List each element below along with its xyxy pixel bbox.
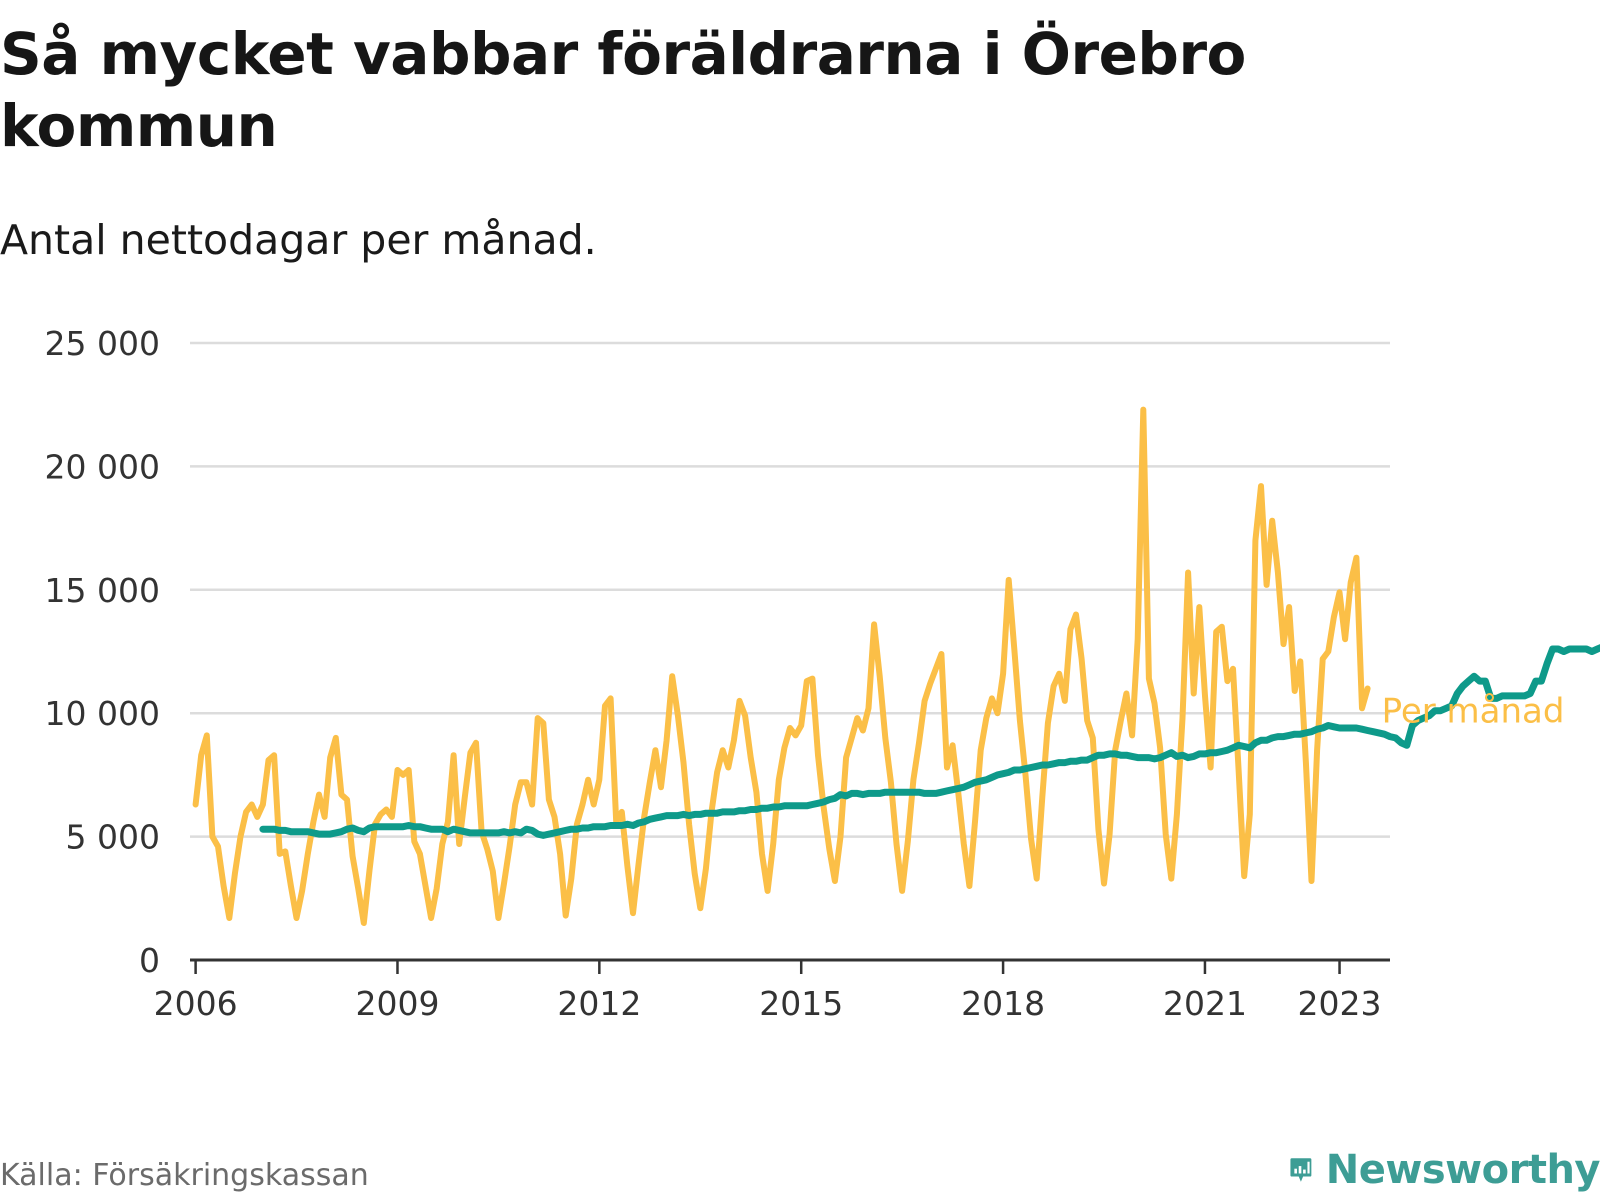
chart-subtitle: Antal nettodagar per månad.	[0, 216, 597, 264]
x-tick-label: 2023	[1298, 984, 1382, 1023]
x-tick-label: 2009	[355, 984, 439, 1023]
y-tick-label: 25 000	[45, 324, 160, 363]
source-note: Källa: Försäkringskassan	[0, 1158, 369, 1193]
chart-title: Så mycket vabbar föräldrarna i Örebro ko…	[0, 20, 1246, 160]
plot-area	[192, 406, 1600, 926]
series-line-monthly	[192, 406, 1371, 926]
x-tick-label: 2006	[154, 984, 238, 1023]
x-axis	[190, 958, 1390, 974]
newsworthy-logo-icon	[1290, 1158, 1312, 1182]
newsworthy-logo: Newsworthy	[1290, 1140, 1600, 1200]
y-tick-label: 10 000	[45, 694, 160, 733]
y-tick-label: 5 000	[66, 818, 160, 857]
y-tick-label: 0	[139, 941, 160, 980]
y-axis-labels: 0 5 000 10 000 15 000 20 000 25 000	[45, 324, 160, 980]
series-line-trend	[259, 644, 1600, 839]
end-labels: TrendPer månad	[1382, 692, 1565, 732]
y-tick-label: 15 000	[45, 571, 160, 610]
y-tick-label: 20 000	[45, 447, 160, 486]
x-axis-labels: 2006 2009 2012 2015 2018 2021 2023	[154, 984, 1382, 1023]
x-tick-label: 2012	[557, 984, 641, 1023]
legend-label-monthly: Per månad	[1382, 692, 1565, 732]
brand-name: Newsworthy	[1325, 1147, 1600, 1193]
x-tick-label: 2018	[961, 984, 1045, 1023]
x-tick-label: 2015	[759, 984, 843, 1023]
x-tick-label: 2021	[1163, 984, 1247, 1023]
